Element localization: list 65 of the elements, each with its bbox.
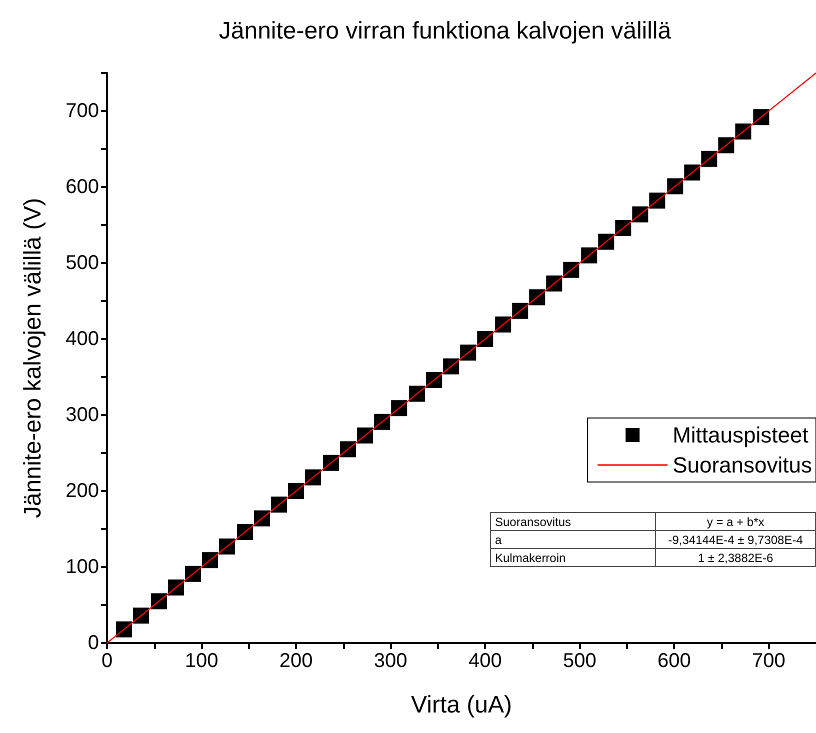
legend-label: Mittauspisteet <box>672 422 808 448</box>
x-tick-label: 300 <box>374 650 408 672</box>
x-tick-label: 400 <box>468 650 502 672</box>
point <box>512 302 528 319</box>
x-tick-label: 700 <box>752 650 786 672</box>
y-tick-label: 500 <box>66 252 99 274</box>
annotation: -9,34144E-4 ± 9,7308E-4 <box>656 530 816 548</box>
point <box>288 483 304 499</box>
x-axis-title: Virta (uA) <box>411 692 512 718</box>
y-axis-title: Jännite-ero kalvojen välillä (V) <box>20 198 46 518</box>
point <box>615 220 632 236</box>
annotation: 1 ± 2,3882E-6 <box>656 548 816 566</box>
y-tick-label: 400 <box>66 328 99 350</box>
point <box>357 428 374 444</box>
x-tick-label: 200 <box>279 650 313 672</box>
point <box>150 593 167 610</box>
point <box>667 178 684 194</box>
x-tick-label: 600 <box>658 650 691 672</box>
point <box>495 316 512 333</box>
point <box>254 510 270 526</box>
point <box>116 621 132 638</box>
point <box>409 386 426 402</box>
y-tick-label: 600 <box>66 176 99 198</box>
annotation: Kulmakerroin <box>490 548 656 566</box>
legend-label: Suoransovitus <box>672 452 812 478</box>
point <box>735 124 752 140</box>
y-tick-label: 700 <box>66 100 99 122</box>
point <box>271 496 288 513</box>
point <box>202 552 218 568</box>
x-tick-label: 100 <box>184 650 218 672</box>
annotation: Suoransovitus <box>490 512 656 530</box>
point <box>701 150 718 167</box>
point <box>168 580 184 596</box>
y-tick-label: 0 <box>88 632 99 654</box>
chart-title: Jännite-ero virran funktiona kalvojen välillä <box>218 18 672 44</box>
point <box>632 206 648 222</box>
point <box>374 414 390 430</box>
point <box>237 524 254 540</box>
point <box>185 566 202 582</box>
point <box>323 454 340 471</box>
x-tick-label: 500 <box>562 650 596 672</box>
point <box>598 234 614 250</box>
y-tick-label: 200 <box>66 480 99 502</box>
point <box>684 164 700 181</box>
point <box>718 137 734 154</box>
point <box>219 538 236 554</box>
annotation: a <box>490 530 656 548</box>
point <box>426 372 442 388</box>
y-tick-label: 300 <box>66 404 99 426</box>
point <box>753 109 770 126</box>
point <box>391 400 408 416</box>
x-tick-label: 0 <box>101 650 113 672</box>
point <box>133 608 150 624</box>
point <box>563 262 580 278</box>
y-tick-label: 100 <box>66 556 99 578</box>
point <box>460 344 476 361</box>
point <box>305 469 322 486</box>
point <box>529 289 546 306</box>
point <box>649 192 666 209</box>
point <box>477 331 494 347</box>
annotation: y = a + b*x <box>656 512 816 530</box>
point <box>581 247 598 264</box>
point <box>546 276 562 292</box>
point <box>340 441 356 458</box>
point <box>443 358 460 374</box>
